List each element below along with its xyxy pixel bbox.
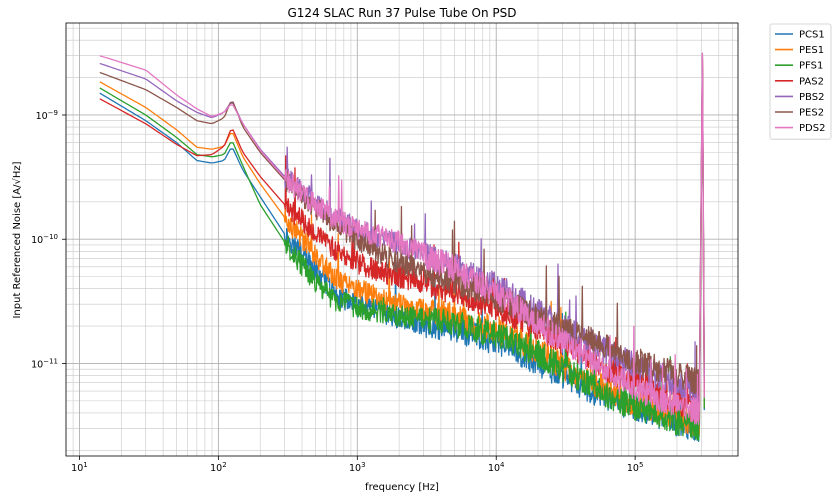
legend-label-pcs1: PCS1 — [799, 30, 825, 41]
chart-title: G124 SLAC Run 37 Pulse Tube On PSD — [288, 6, 517, 20]
plot-area — [99, 52, 705, 443]
x-tick-label: 103 — [349, 461, 366, 474]
series-layer — [99, 52, 705, 443]
x-tick-label: 101 — [71, 461, 88, 474]
legend-label-pes1: PES1 — [799, 45, 824, 56]
series-line-pds2 — [99, 52, 705, 426]
x-tick-label: 105 — [627, 461, 644, 474]
y-tick-label: 10−9 — [36, 109, 58, 122]
legend-label-pes2: PES2 — [799, 108, 824, 119]
series-line-pfs1 — [99, 67, 705, 441]
y-tick-label: 10−10 — [31, 233, 58, 246]
legend: PCS1 PES1 PFS1 PAS2 PBS2 PES2 PDS2 — [769, 23, 832, 140]
y-axis-label: Input Referenced Noise [A/√Hz] — [12, 161, 23, 318]
y-axis-ticks: 10−11 10−10 10−9 — [31, 109, 66, 370]
x-axis-ticks: 101 102 103 104 105 — [71, 456, 643, 474]
y-tick-label: 10−11 — [31, 357, 58, 370]
legend-label-pbs2: PBS2 — [799, 92, 824, 103]
legend-label-pfs1: PFS1 — [799, 61, 823, 72]
x-axis-label: frequency [Hz] — [365, 482, 439, 493]
legend-label-pds2: PDS2 — [799, 123, 825, 134]
x-tick-label: 102 — [210, 461, 227, 474]
legend-box — [769, 23, 832, 140]
legend-label-pas2: PAS2 — [799, 76, 824, 87]
x-tick-label: 104 — [488, 461, 505, 474]
